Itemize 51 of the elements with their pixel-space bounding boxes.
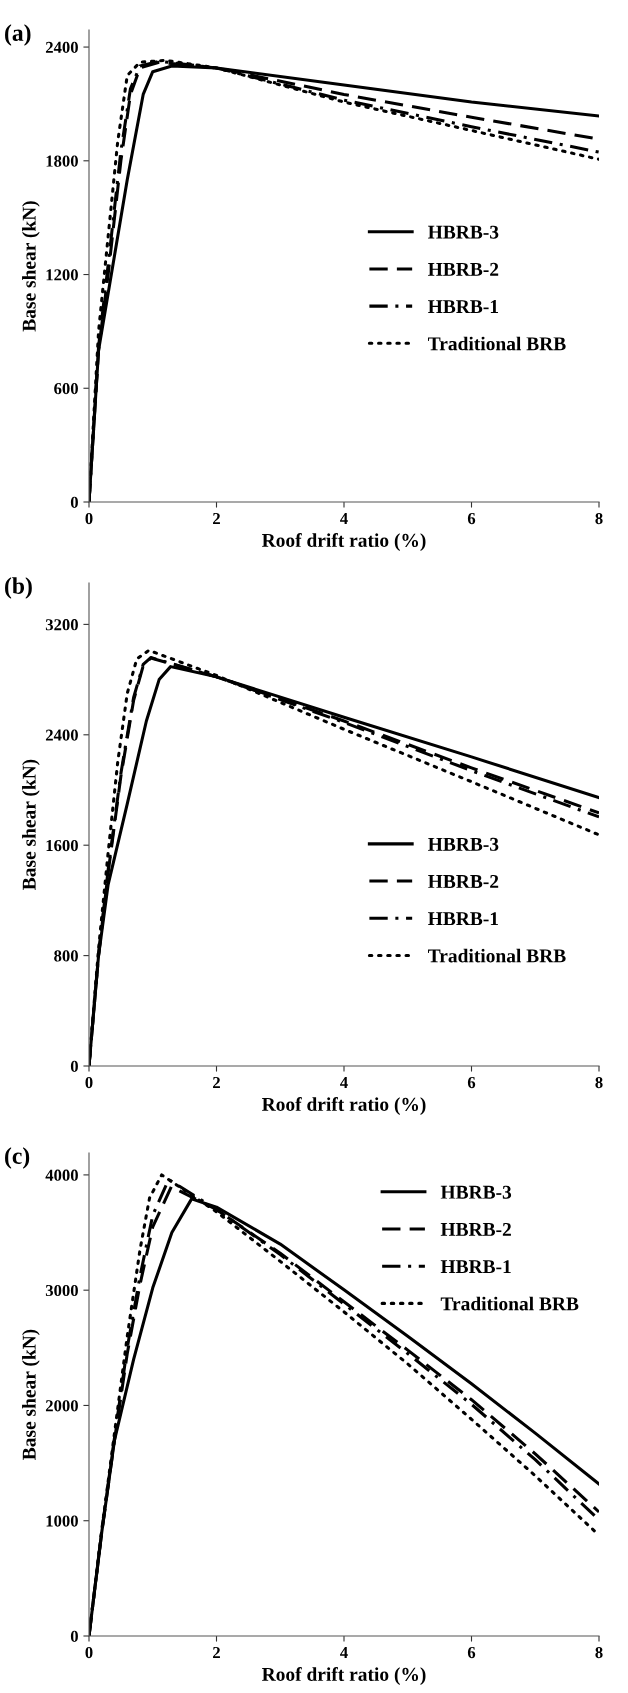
legend-label: HBRB-2 bbox=[428, 874, 499, 888]
y-tick-label: 1200 bbox=[46, 269, 78, 281]
x-tick-label: 6 bbox=[467, 512, 476, 525]
legend-label: HBRB-3 bbox=[440, 1185, 512, 1199]
y-axis-title: Base shear (kN) bbox=[22, 759, 40, 890]
y-tick-label: 3000 bbox=[45, 1284, 78, 1297]
x-tick-label: 6 bbox=[467, 1076, 476, 1089]
legend-label: Traditional BRB bbox=[428, 336, 566, 351]
legend-label: HBRB-2 bbox=[440, 1222, 511, 1236]
x-tick-label: 4 bbox=[340, 1647, 348, 1658]
legend-label: HBRB-3 bbox=[428, 837, 499, 851]
x-tick-label: 8 bbox=[595, 1076, 603, 1089]
x-tick-label: 8 bbox=[595, 1646, 603, 1659]
chart-title: (c) bbox=[5, 1147, 30, 1169]
x-tick-label: 0 bbox=[85, 1646, 93, 1659]
y-tick-label: 1000 bbox=[46, 1515, 78, 1527]
legend-label: Traditional BRB bbox=[428, 948, 566, 963]
x-tick-label: 2 bbox=[213, 1076, 220, 1088]
y-tick-label: 4000 bbox=[45, 1169, 78, 1181]
y-axis-title: Base shear (kN) bbox=[22, 1329, 40, 1460]
x-tick-label: 0 bbox=[85, 512, 93, 525]
legend-label: HBRB-1 bbox=[428, 300, 499, 313]
x-tick-label: 8 bbox=[595, 512, 603, 525]
x-tick-label: 4 bbox=[340, 1077, 348, 1088]
legend-label: HBRB-2 bbox=[428, 262, 499, 276]
x-tick-label: 4 bbox=[340, 513, 348, 524]
y-tick-label: 2400 bbox=[45, 41, 78, 54]
legend-label: Traditional BRB bbox=[440, 1296, 579, 1311]
y-tick-label: 1600 bbox=[46, 839, 78, 852]
y-tick-label: 600 bbox=[54, 382, 78, 395]
y-tick-label: 0 bbox=[70, 1060, 78, 1072]
x-axis-title: Roof drift ratio (%) bbox=[261, 533, 426, 551]
x-tick-label: 2 bbox=[213, 1646, 220, 1658]
x-tick-label: 0 bbox=[85, 1076, 93, 1089]
chart-title: (a) bbox=[5, 24, 31, 46]
x-tick-label: 6 bbox=[467, 1646, 476, 1659]
legend-label: HBRB-3 bbox=[428, 225, 499, 239]
y-tick-label: 0 bbox=[70, 496, 78, 508]
chart-title: (b) bbox=[5, 577, 32, 599]
legend-label: HBRB-1 bbox=[440, 1260, 511, 1274]
x-tick-label: 2 bbox=[213, 512, 220, 524]
y-tick-label: 800 bbox=[54, 950, 78, 962]
y-tick-label: 2400 bbox=[45, 729, 78, 741]
x-axis-title: Roof drift ratio (%) bbox=[261, 1667, 426, 1685]
y-axis-title: Base shear (kN) bbox=[22, 201, 40, 332]
y-tick-label: 3200 bbox=[45, 619, 78, 631]
y-tick-label: 2000 bbox=[45, 1400, 78, 1412]
x-axis-title: Roof drift ratio (%) bbox=[261, 1097, 426, 1115]
legend-label: HBRB-1 bbox=[428, 912, 499, 926]
y-tick-label: 1800 bbox=[46, 155, 78, 167]
y-tick-label: 0 bbox=[70, 1630, 78, 1642]
